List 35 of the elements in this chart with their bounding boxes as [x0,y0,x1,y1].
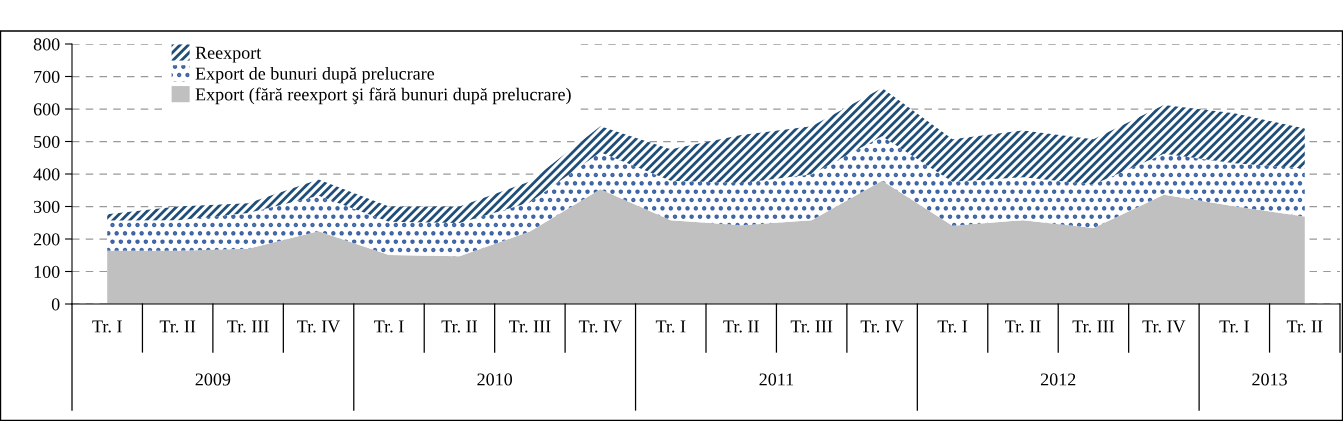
x-tick-label: Tr. III [790,320,833,333]
x-tick-label: Tr. II [1005,320,1041,333]
x-tick-label: Tr. IV [297,320,341,333]
x-tick-label: Tr. IV [578,320,622,333]
x-tick-label: Tr. I [1219,320,1249,333]
x-tick-label: Tr. IV [1142,320,1186,333]
y-tick-label: 0 [51,298,60,311]
x-tick-label: Tr. I [374,320,404,333]
legend-label: Reexport [195,46,262,63]
y-tick-label: 100 [34,265,60,278]
x-tick-label: Tr. I [937,320,968,333]
x-tick-label: Tr. II [441,320,478,333]
text: 2013 [1252,373,1287,386]
text: 2011 [759,373,794,386]
text: 2009 [195,373,231,386]
x-tick-label: Tr. II [723,320,759,333]
x-tick-label: Tr. I [655,320,686,333]
x-tick-label: Tr. IV [860,320,904,333]
y-tick-label: 300 [33,200,60,213]
x-tick-label: Tr. II [1286,320,1323,333]
y-tick-label: 600 [33,103,60,116]
y-tick-label: 500 [34,135,60,148]
legend-label: Export (fără reexport şi fără bunuri după prelucrare) [195,87,571,105]
x-tick-label: Tr. III [1072,320,1115,333]
y-tick-label: 800 [33,38,60,51]
x-tick-label: Tr. III [227,320,269,333]
x-tick-label: Tr. I [92,320,122,333]
text: 2010 [477,373,513,386]
x-tick-label: Tr. II [159,320,196,333]
y-tick-label: 700 [34,70,60,83]
x-tick-label: Tr. III [508,320,551,333]
y-tick-label: 400 [33,168,60,181]
y-tick-label: 200 [33,233,60,246]
legend-label: Export de bunuri după prelucrare [195,66,435,84]
text: 2012 [1040,373,1076,386]
